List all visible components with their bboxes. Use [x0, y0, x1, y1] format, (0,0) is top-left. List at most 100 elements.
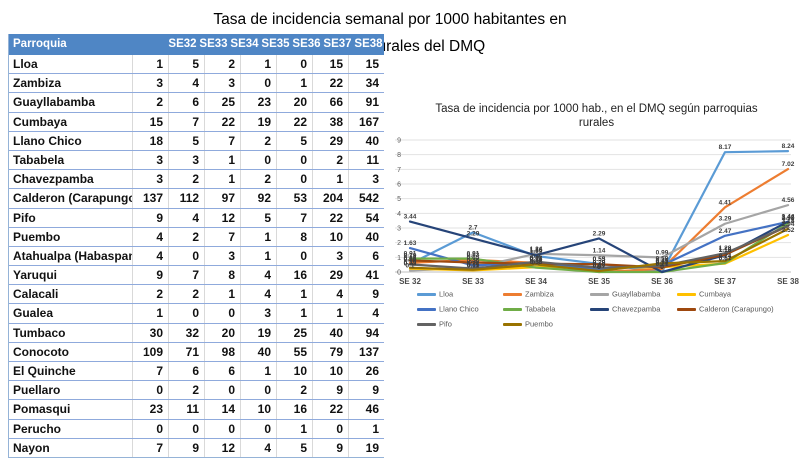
legend-label: Zambiza: [525, 289, 554, 299]
data-label: 0.29: [404, 260, 417, 267]
data-label: 2.7: [468, 224, 477, 231]
value-cell: 30: [132, 323, 168, 342]
value-cell: 1: [132, 55, 168, 74]
value-cell: 1: [240, 227, 276, 246]
legend-swatch: [417, 307, 436, 311]
value-cell: 6: [168, 362, 204, 381]
table-row: Zambiza 3 4 3 0 1 22 34: [9, 73, 384, 93]
parish-name-cell: Llano Chico: [13, 133, 82, 148]
parish-name-cell: Calderon (Carapungo): [13, 191, 132, 206]
value-cell: 0: [168, 304, 204, 323]
value-cell: 2: [168, 381, 204, 400]
value-cell: 1: [276, 74, 312, 93]
column-header: SE33: [199, 38, 228, 50]
value-cell: 2: [168, 285, 204, 304]
value-cell: 0: [276, 170, 312, 189]
value-cell: 26: [348, 362, 384, 381]
data-label: 0.11: [467, 262, 480, 269]
value-cell: 34: [348, 74, 384, 93]
y-axis-tick-label: 1: [397, 255, 401, 262]
value-cell: 3: [312, 246, 348, 266]
value-cell: 4: [312, 285, 348, 304]
value-cell: 97: [204, 189, 240, 208]
data-label: 1.09: [530, 248, 543, 255]
value-cell: 22: [312, 74, 348, 93]
value-cell: 542: [348, 189, 384, 208]
value-cell: 4: [348, 304, 384, 323]
table-row: Perucho 0 0 0 0 1 0 1: [9, 418, 384, 438]
legend-label: Puembo: [525, 319, 553, 329]
value-cell: 10: [276, 362, 312, 381]
data-label: 0.83: [467, 252, 480, 259]
parish-name-cell: Tumbaco: [13, 325, 66, 340]
data-label: 1.15: [530, 247, 543, 254]
table-row: Calacali 2 2 1 4 1 4 9: [9, 284, 384, 304]
data-label: 0.18: [593, 261, 606, 268]
legend-swatch: [503, 307, 522, 311]
data-label: 1.15: [719, 247, 732, 254]
chart-title: Tasa de incidencia por 1000 hab., en el …: [435, 103, 758, 129]
value-cell: 29: [312, 131, 348, 150]
table-row: Tababela 3 3 1 0 0 2 11: [9, 149, 384, 170]
table-row: Puellaro 0 2 0 0 2 9 9: [9, 380, 384, 400]
value-cell: 15: [312, 55, 348, 74]
value-cell: 71: [168, 342, 204, 361]
data-label: 0.61: [719, 255, 732, 262]
value-cell: 91: [348, 93, 384, 112]
data-label: 0.29: [593, 260, 606, 267]
value-cell: 16: [276, 400, 312, 419]
value-cell: 3: [204, 246, 240, 266]
chart-legend: Lloa Zambiza Guayllabamba Cumbaya Llano Chic…: [393, 289, 800, 337]
data-label: 1.63: [404, 240, 417, 247]
value-cell: 0: [276, 55, 312, 74]
legend-item: Guayllabamba: [590, 289, 660, 299]
data-label: 0.33: [530, 259, 543, 266]
table-row: Calderon (Carapungo) 137 112 97 92 53 204 542: [9, 188, 384, 208]
series-line: [408, 224, 790, 269]
data-label: 0.99: [656, 249, 669, 256]
value-cell: 7: [132, 362, 168, 381]
x-axis-tick-label: SE 38: [777, 277, 799, 286]
value-cell: 25: [276, 323, 312, 342]
column-header: SE35: [261, 38, 290, 50]
value-cell: 40: [348, 131, 384, 150]
value-cell: 1: [204, 170, 240, 189]
column-header: SE38: [354, 38, 383, 50]
value-cell: 3: [132, 74, 168, 93]
legend-item: Tababela: [503, 304, 555, 314]
value-cell: 137: [132, 189, 168, 208]
value-cell: 109: [132, 342, 168, 361]
table-row: Puembo 4 2 7 1 8 10 40: [9, 226, 384, 246]
parish-name-cell: Chavezpamba: [13, 172, 94, 187]
data-label: 0.45: [467, 257, 480, 264]
data-label: 0.3: [531, 260, 540, 267]
value-cell: 204: [312, 189, 348, 208]
incidence-line-chart: 0 1 2 3 4 5 6 7 8 9 SE 32 SE 33 SE 34 SE 35 SE 36 SE 37…: [395, 138, 799, 286]
value-cell: 4: [240, 285, 276, 304]
value-cell: 9: [312, 381, 348, 400]
value-cell: 11: [348, 150, 384, 170]
data-label: 0.63: [530, 255, 543, 262]
value-cell: 66: [312, 93, 348, 112]
table-row: El Quinche 7 6 6 1 10 10 26: [9, 361, 384, 381]
table-row: Lloa 1 5 2 1 0 15 15: [9, 55, 384, 74]
value-cell: 5: [240, 208, 276, 227]
y-axis-tick-label: 5: [397, 196, 401, 203]
value-cell: 0: [312, 419, 348, 438]
data-label: 3.42: [782, 214, 795, 221]
parish-name-cell: Cumbaya: [13, 114, 68, 129]
parish-name-cell: El Quinche: [13, 364, 76, 378]
value-cell: 7: [168, 112, 204, 131]
value-cell: 16: [276, 266, 312, 285]
legend-label: Pifo: [439, 319, 452, 329]
legend-swatch: [503, 292, 522, 296]
table-row: Yaruqui 9 7 8 4 16 29 41: [9, 265, 384, 285]
value-cell: 0: [204, 381, 240, 400]
value-cell: 1: [312, 170, 348, 189]
legend-label: Calderon (Carapungo): [699, 304, 774, 314]
data-label: 0: [660, 264, 664, 271]
value-cell: 0: [168, 419, 204, 438]
value-cell: 4: [240, 266, 276, 285]
value-cell: 7: [204, 227, 240, 246]
y-axis-tick-label: 3: [397, 226, 401, 233]
